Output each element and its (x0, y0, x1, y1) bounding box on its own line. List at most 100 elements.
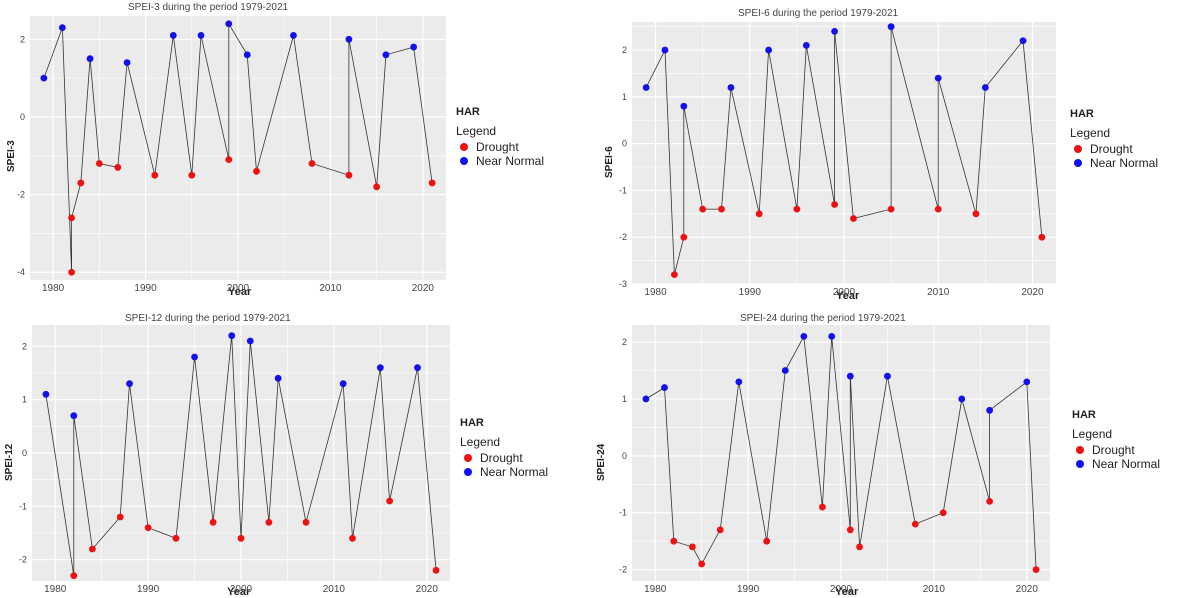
x-tick-label: 1980 (42, 283, 65, 294)
near-normal-point (661, 46, 669, 54)
drought-point (77, 179, 85, 187)
x-axis-label: Year (228, 286, 252, 298)
near-normal-point (887, 23, 895, 31)
series-line (45, 335, 437, 576)
drought-point (349, 534, 356, 542)
y-tick-label: -1 (619, 185, 627, 195)
near-normal-point (376, 364, 384, 372)
legend-item-label: Drought (476, 140, 519, 154)
near-normal-point (802, 41, 810, 49)
drought-point (116, 513, 124, 521)
x-tick-label: 2020 (412, 283, 435, 294)
drought-point (432, 566, 440, 574)
drought-point (188, 171, 196, 179)
drought-point (934, 205, 942, 213)
drought-point (972, 210, 980, 218)
red-dot-icon (1074, 145, 1082, 153)
drought-point (428, 179, 436, 187)
near-normal-point (846, 372, 854, 380)
near-normal-point (58, 24, 66, 32)
x-tick-label: 1980 (644, 287, 667, 298)
legend-item-label: Near Normal (476, 154, 545, 168)
near-normal-point (765, 46, 773, 54)
near-normal-point (934, 74, 942, 82)
y-tick-label: 0 (20, 112, 25, 122)
legend-item-label: Near Normal (1090, 156, 1159, 170)
drought-point (1038, 233, 1046, 241)
y-tick-label: -2 (619, 565, 627, 575)
legend-title: HAR (456, 106, 480, 118)
chart-panel-spei-12: SPEI-12 during the period 1979-2021 SPEI… (0, 305, 600, 598)
blue-dot-icon (460, 157, 468, 165)
x-tick-label: 2000 (830, 584, 853, 595)
near-normal-point (981, 84, 989, 91)
near-normal-point (228, 332, 236, 340)
near-normal-point (986, 406, 994, 414)
x-tick-label: 1980 (44, 584, 67, 595)
drought-point (671, 271, 678, 279)
x-tick-label: 2020 (1016, 584, 1039, 595)
y-tick-label: -3 (619, 279, 627, 289)
drought-point (755, 210, 763, 218)
drought-point (850, 215, 857, 222)
near-normal-point (382, 51, 390, 59)
near-normal-point (274, 374, 282, 382)
near-normal-point (70, 412, 78, 420)
near-normal-point (735, 378, 743, 386)
x-axis-label: Year (836, 290, 860, 302)
legend-item-drought: Drought (460, 451, 548, 465)
x-tick-label: 2010 (923, 584, 946, 595)
drought-point (225, 156, 233, 164)
legend-subtitle: Legend (456, 124, 497, 138)
drought-point (846, 526, 854, 534)
drought-point (114, 164, 122, 171)
y-tick-label: 2 (20, 34, 25, 44)
chart-title: SPEI-3 during the period 1979-2021 (128, 2, 289, 13)
drought-point (911, 520, 919, 528)
chart-panel-spei-6: SPEI-6 during the period 1979-2021 SPEI-… (600, 0, 1200, 302)
drought-point (144, 524, 152, 532)
near-normal-point (42, 390, 50, 398)
x-tick-label: 1990 (134, 283, 157, 294)
drought-point (237, 534, 245, 542)
legend-item-label: Near Normal (480, 465, 549, 479)
near-normal-point (126, 380, 133, 388)
drought-point (172, 534, 180, 542)
drought-point (763, 537, 771, 545)
near-normal-point (40, 74, 48, 82)
near-normal-point (414, 364, 421, 372)
legend-subtitle: Legend (460, 435, 501, 449)
drought-point (939, 509, 947, 517)
drought-point (1032, 566, 1040, 574)
near-normal-point (828, 332, 836, 340)
drought-point (793, 205, 801, 213)
near-normal-point (884, 372, 891, 380)
drought-point (302, 518, 310, 526)
red-dot-icon (1076, 446, 1084, 454)
drought-point (253, 167, 260, 175)
y-tick-label: 0 (622, 139, 627, 149)
drought-point (151, 171, 159, 179)
legend-item-label: Drought (480, 451, 523, 465)
drought-point (856, 543, 863, 551)
near-normal-point (345, 35, 353, 43)
near-normal-point (642, 84, 650, 91)
legend: HAR Legend Drought Near Normal (1070, 108, 1158, 170)
drought-point (373, 183, 381, 191)
drought-point (265, 518, 273, 526)
legend-subtitle: Legend (1070, 126, 1111, 140)
chart-plot-area: 1980 1990 2000 2010 2020 -2 -1 0 1 2 (19, 325, 450, 595)
x-tick-label: 1980 (644, 584, 667, 595)
y-axis-label: SPEI-3 (6, 140, 17, 172)
y-tick-label: -2 (619, 232, 627, 242)
legend-item-label: Near Normal (1092, 457, 1161, 471)
near-normal-point (410, 43, 418, 51)
near-normal-point (680, 102, 688, 110)
near-normal-point (958, 395, 966, 403)
legend-item-label: Drought (1092, 443, 1135, 457)
near-normal-point (197, 32, 205, 39)
chart-title: SPEI-12 during the period 1979-2021 (125, 313, 291, 324)
legend-item-near-normal: Near Normal (1070, 156, 1158, 170)
near-normal-point (781, 367, 789, 374)
y-tick-label: -4 (17, 267, 25, 277)
